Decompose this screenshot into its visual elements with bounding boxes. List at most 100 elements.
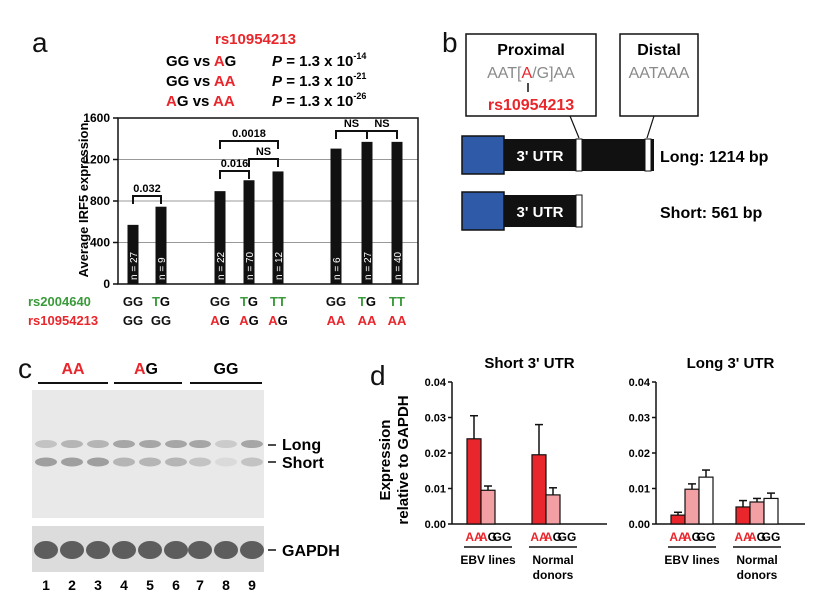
lane-number: 2 [68, 577, 76, 593]
group-aa: AA [61, 361, 85, 378]
short-band [87, 457, 109, 467]
group-ag: AG [134, 361, 158, 378]
gapdh-band [86, 541, 110, 559]
long-band [241, 440, 263, 448]
category-label: AG [748, 530, 766, 544]
category-label: AG [479, 530, 497, 544]
group-label-ebv: EBV lines [460, 553, 516, 567]
svg-text:P = 1.3 x 10-26: P = 1.3 x 10-26 [272, 91, 366, 110]
comparison-2: GG vs AA [166, 73, 236, 90]
bar [545, 494, 561, 525]
gapdh-band [240, 541, 264, 559]
distal-pointer [646, 115, 655, 139]
bracket-ns-1 [248, 158, 279, 167]
bar [670, 514, 686, 525]
group-label-normal: Normal [736, 553, 777, 567]
group-label-normal: Normal [532, 553, 573, 567]
cds-box-short [461, 191, 505, 231]
bracket-ns-2-label: NS [344, 118, 359, 130]
category-label: AA [530, 530, 548, 544]
bar-n-label: n = 6 [332, 257, 343, 280]
short-band [165, 457, 187, 467]
bar [214, 191, 226, 284]
bar-n-label: n = 12 [274, 251, 285, 280]
bar [272, 171, 284, 284]
bracket-00018 [219, 140, 279, 149]
category-label: AA [734, 530, 752, 544]
proximal-box [465, 33, 597, 117]
bar-n-label: n = 27 [363, 251, 374, 280]
short-transcript: 3' UTR Short: 561 bp [461, 191, 762, 231]
lane-number: 9 [248, 577, 256, 593]
blot-bands [34, 440, 264, 559]
band-gapdh-label: GAPDH [282, 543, 340, 560]
genotype-rs10954213: AA [358, 313, 377, 328]
category-label: GG [558, 530, 577, 544]
bar [330, 148, 342, 284]
genotype-rs10954213: AG [239, 313, 259, 328]
bar [698, 476, 714, 525]
y-tick-label: 0.03 [629, 413, 650, 425]
group-label-donors: donors [737, 568, 778, 582]
gapdh-band [60, 541, 84, 559]
panel-a-snp-title: rs10954213 [215, 31, 296, 48]
chart-a-ylabel: Average IRF5 expression [76, 123, 91, 278]
long-band [165, 440, 187, 448]
short-label: Short: 561 bp [660, 205, 762, 222]
panel-d-ylabel-2: relative to GAPDH [395, 395, 412, 524]
category-label: GG [697, 530, 716, 544]
y-tick-label: 0.01 [425, 484, 446, 496]
short-band [139, 457, 161, 467]
short-band [189, 457, 211, 467]
genotype-rs10954213: GG [151, 313, 171, 328]
proximal-title: Proximal [497, 42, 565, 59]
distal-sequence: AATAAA [629, 65, 690, 82]
irf5-expression-chart: 0 400 800 1200 1600 n = 27 n = 9 n = 22 n = 70 n … [83, 111, 419, 291]
y-tick-label: 0.03 [425, 413, 446, 425]
y-tick-label: 400 [90, 236, 110, 250]
band-short-label: Short [282, 455, 324, 472]
panel-d-letter: d [370, 360, 386, 391]
distal-title: Distal [637, 42, 681, 59]
bar [243, 180, 255, 284]
y-tick-label: 800 [90, 194, 110, 208]
distal-box [619, 33, 699, 117]
bracket-00018-label: 0.0018 [232, 128, 266, 140]
bar [531, 454, 547, 525]
short-band [113, 457, 135, 467]
utr-short-bar [504, 195, 582, 227]
proximal-sequence: AAT[A/G]AA [487, 65, 575, 82]
y-tick-label: 0.04 [629, 377, 651, 389]
y-tick-label: 0.00 [425, 519, 446, 531]
distal-site-long [644, 138, 652, 172]
lane-number: 4 [120, 577, 128, 593]
panel-a-letter: a [32, 27, 48, 58]
bar [361, 141, 373, 284]
chart-d-title: Long 3' UTR [687, 355, 775, 372]
genotype-rows: GG GG TG GG GG AG TG AG TT AG GG AA TG AA TT AA [123, 294, 407, 328]
chart-d-title: Short 3' UTR [484, 355, 574, 372]
genotype-rs10954213: AG [210, 313, 230, 328]
genotype-rs2004640: GG [326, 294, 346, 309]
short-band [61, 457, 83, 467]
bar [684, 488, 700, 525]
genotype-rs2004640: TG [152, 294, 170, 309]
category-label: GG [493, 530, 512, 544]
genotype-rs10954213: AA [327, 313, 346, 328]
y-tick-label: 1200 [83, 153, 110, 167]
bar [749, 501, 765, 525]
proximal-snp: rs10954213 [488, 97, 574, 114]
chart-a-frame [117, 117, 419, 285]
category-label: AA [669, 530, 687, 544]
bar-n-label: n = 70 [245, 251, 256, 280]
gapdh-band [188, 541, 212, 559]
genotype-rs10954213: GG [123, 313, 143, 328]
utr-label-short: 3' UTR [517, 204, 564, 221]
lane-number: 6 [172, 577, 180, 593]
utr-expression-charts: Short 3' UTR0.000.010.020.030.04AAAGGGEB… [425, 355, 805, 582]
genotype-rs2004640: TT [270, 294, 286, 309]
long-band [113, 440, 135, 448]
long-label: Long: 1214 bp [660, 149, 769, 166]
long-band [35, 440, 57, 448]
